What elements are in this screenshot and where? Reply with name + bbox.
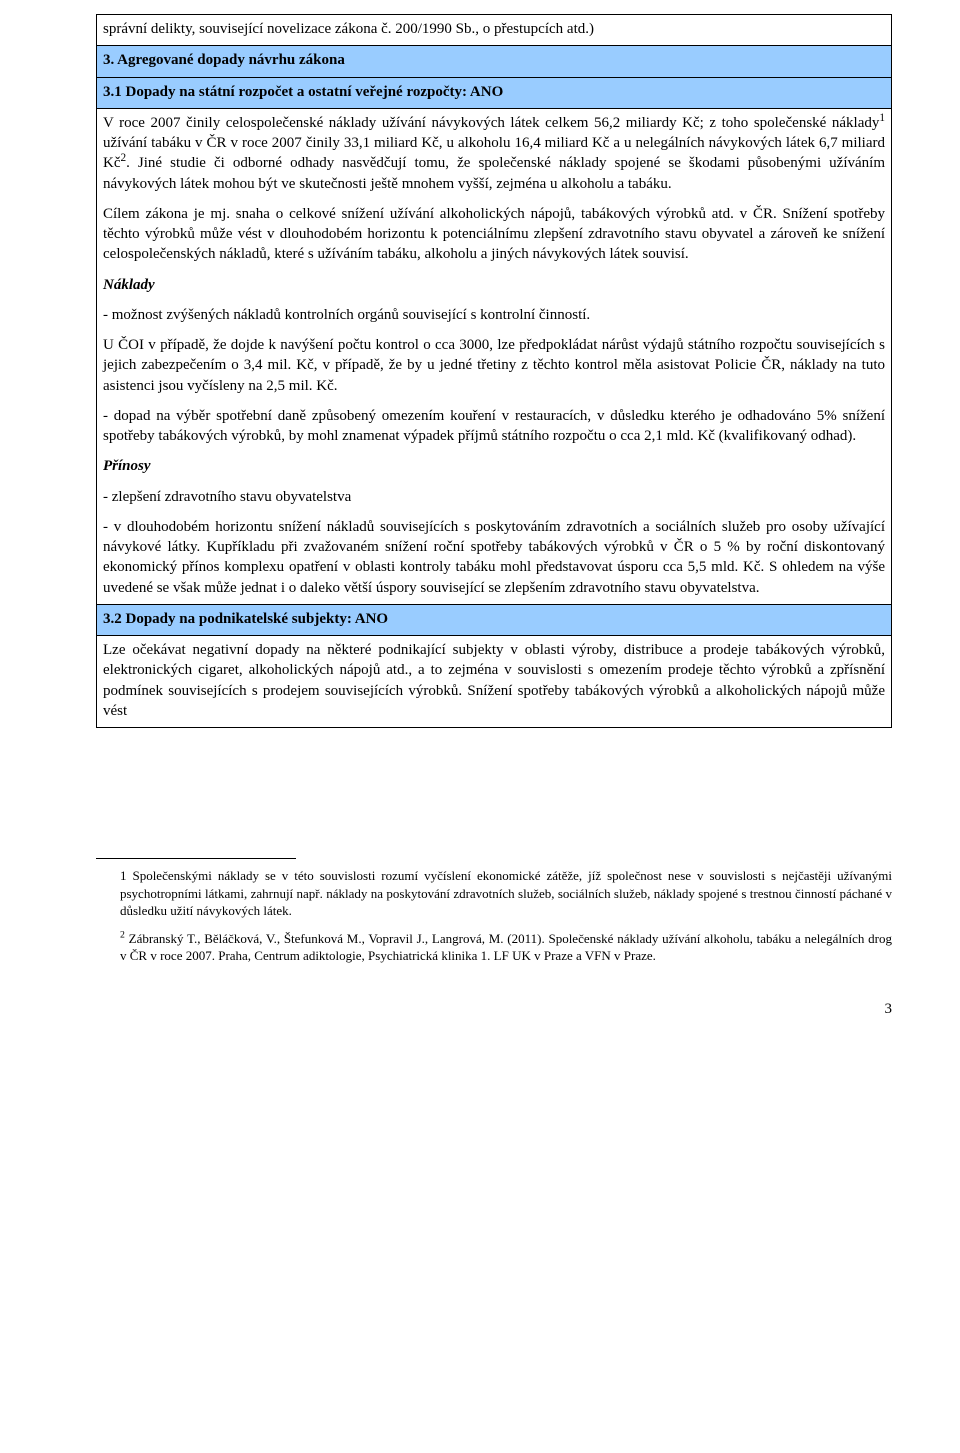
footnote-number: 2 bbox=[120, 929, 125, 940]
paragraph: V roce 2007 činily celospolečenské nákla… bbox=[103, 113, 885, 194]
footnote-separator bbox=[96, 858, 296, 859]
paragraph: - možnost zvýšených nákladů kontrolních … bbox=[103, 305, 885, 325]
footnote-ref-1: 1 bbox=[879, 112, 885, 124]
cell-prev-continuation: správní delikty, související novelizace … bbox=[97, 15, 892, 46]
text: správní delikty, související novelizace … bbox=[103, 21, 594, 37]
footnotes-block: 1 Společenskými náklady se v této souvis… bbox=[96, 858, 892, 965]
table-row: 3.1 Dopady na státní rozpočet a ostatní … bbox=[97, 77, 892, 108]
text: . Jiné studie či odborné odhady nasvědču… bbox=[103, 155, 885, 191]
table-row: 3.2 Dopady na podnikatelské subjekty: AN… bbox=[97, 604, 892, 635]
paragraph: U ČOI v případě, že dojde k navýšení poč… bbox=[103, 335, 885, 396]
paragraph: - dopad na výběr spotřební daně způsoben… bbox=[103, 406, 885, 447]
footnote-text: Zábranský T., Běláčková, V., Štefunková … bbox=[120, 931, 892, 964]
subheading-prinosy: Přínosy bbox=[103, 456, 885, 476]
section-heading-3-1: 3.1 Dopady na státní rozpočet a ostatní … bbox=[97, 77, 892, 108]
paragraph: - v dlouhodobém horizontu snížení náklad… bbox=[103, 517, 885, 598]
footnote-text: Společenskými náklady se v této souvislo… bbox=[120, 868, 892, 918]
footnote-2: 2 Zábranský T., Běláčková, V., Štefunkov… bbox=[96, 930, 892, 965]
footnote-1: 1 Společenskými náklady se v této souvis… bbox=[96, 867, 892, 920]
section-heading-3-2: 3.2 Dopady na podnikatelské subjekty: AN… bbox=[97, 604, 892, 635]
table-row: správní delikty, související novelizace … bbox=[97, 15, 892, 46]
text: V roce 2007 činily celospolečenské nákla… bbox=[103, 115, 879, 131]
cell-3-1-body: V roce 2007 činily celospolečenské nákla… bbox=[97, 108, 892, 604]
paragraph: - zlepšení zdravotního stavu obyvatelstv… bbox=[103, 487, 885, 507]
table-row: Lze očekávat negativní dopady na některé… bbox=[97, 636, 892, 728]
paragraph: Cílem zákona je mj. snaha o celkové sníž… bbox=[103, 204, 885, 265]
table-row: 3. Agregované dopady návrhu zákona bbox=[97, 46, 892, 77]
document-table: správní delikty, související novelizace … bbox=[96, 14, 892, 728]
paragraph: Lze očekávat negativní dopady na některé… bbox=[103, 640, 885, 721]
page-number: 3 bbox=[96, 999, 892, 1019]
section-heading-3: 3. Agregované dopady návrhu zákona bbox=[97, 46, 892, 77]
cell-3-2-body: Lze očekávat negativní dopady na některé… bbox=[97, 636, 892, 728]
footnote-number: 1 bbox=[120, 868, 127, 883]
subheading-naklady: Náklady bbox=[103, 275, 885, 295]
table-row: V roce 2007 činily celospolečenské nákla… bbox=[97, 108, 892, 604]
